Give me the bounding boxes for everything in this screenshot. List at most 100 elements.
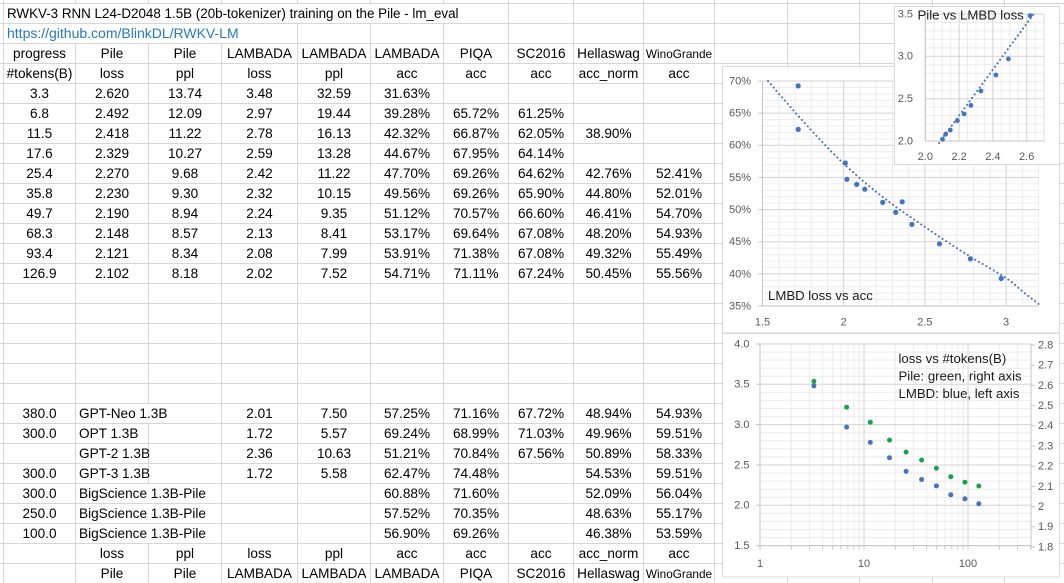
svg-text:SC2016: SC2016 — [516, 566, 565, 581]
svg-text:Pile: green, right axis: Pile: green, right axis — [899, 368, 1023, 383]
svg-text:3.3: 3.3 — [30, 86, 49, 101]
svg-text:67.08%: 67.08% — [518, 246, 564, 261]
svg-text:32.59: 32.59 — [317, 86, 351, 101]
svg-text:2.4: 2.4 — [1038, 420, 1053, 432]
svg-text:49.32%: 49.32% — [585, 246, 631, 261]
svg-text:9.35: 9.35 — [321, 206, 347, 221]
svg-text:70.84%: 70.84% — [453, 446, 499, 461]
svg-text:2.5: 2.5 — [898, 93, 913, 105]
svg-text:acc: acc — [668, 546, 689, 561]
svg-text:8.18: 8.18 — [172, 266, 198, 281]
svg-text:Hellaswag: Hellaswag — [577, 566, 640, 581]
svg-text:64.62%: 64.62% — [518, 166, 564, 181]
svg-text:WinoGrande: WinoGrande — [646, 567, 713, 581]
svg-text:50.45%: 50.45% — [585, 266, 631, 281]
svg-text:2.418: 2.418 — [95, 126, 129, 141]
svg-text:1.72: 1.72 — [246, 466, 272, 481]
svg-text:10.27: 10.27 — [168, 146, 202, 161]
svg-text:2.42: 2.42 — [246, 166, 272, 181]
svg-text:LAMBADA: LAMBADA — [375, 566, 441, 581]
svg-text:ppl: ppl — [325, 66, 343, 81]
svg-text:69.24%: 69.24% — [384, 426, 430, 441]
svg-text:68.3: 68.3 — [26, 226, 52, 241]
svg-text:44.80%: 44.80% — [585, 186, 631, 201]
svg-text:55.56%: 55.56% — [656, 266, 702, 281]
svg-text:9.68: 9.68 — [172, 166, 198, 181]
svg-text:39.28%: 39.28% — [384, 106, 430, 121]
svg-text:2.5: 2.5 — [1038, 400, 1053, 412]
svg-text:69.26%: 69.26% — [453, 526, 499, 541]
svg-text:300.0: 300.0 — [22, 466, 56, 481]
svg-text:SC2016: SC2016 — [516, 46, 565, 61]
svg-text:2.6: 2.6 — [1019, 151, 1034, 163]
svg-text:LAMBADA: LAMBADA — [302, 46, 368, 61]
svg-text:65.72%: 65.72% — [453, 106, 499, 121]
svg-text:53.91%: 53.91% — [384, 246, 430, 261]
svg-text:16.13: 16.13 — [317, 126, 351, 141]
svg-text:acc: acc — [396, 66, 417, 81]
svg-text:2.5: 2.5 — [917, 317, 932, 329]
svg-text:BigScience 1.3B-Pile: BigScience 1.3B-Pile — [79, 506, 206, 521]
svg-text:2.190: 2.190 — [95, 206, 129, 221]
svg-text:60.88%: 60.88% — [384, 486, 430, 501]
svg-text:48.20%: 48.20% — [585, 226, 631, 241]
svg-text:62.47%: 62.47% — [384, 466, 430, 481]
svg-text:loss: loss — [100, 66, 124, 81]
svg-text:300.0: 300.0 — [22, 426, 56, 441]
svg-text:49.7: 49.7 — [26, 206, 52, 221]
svg-text:2.97: 2.97 — [246, 106, 272, 121]
svg-text:50%: 50% — [729, 204, 751, 216]
svg-text:8.41: 8.41 — [321, 226, 347, 241]
svg-text:44.67%: 44.67% — [384, 146, 430, 161]
svg-text:https://github.com/BlinkDL/RWK: https://github.com/BlinkDL/RWKV-LM — [7, 25, 239, 41]
svg-text:LMBD loss vs acc: LMBD loss vs acc — [768, 288, 873, 303]
svg-text:3.5: 3.5 — [898, 8, 913, 20]
svg-text:60%: 60% — [729, 140, 751, 152]
svg-text:acc: acc — [465, 66, 486, 81]
svg-text:42.76%: 42.76% — [585, 166, 631, 181]
svg-text:2.148: 2.148 — [95, 226, 129, 241]
svg-text:17.6: 17.6 — [26, 146, 52, 161]
svg-text:2.2: 2.2 — [951, 151, 966, 163]
svg-text:58.33%: 58.33% — [656, 446, 702, 461]
svg-text:50.89%: 50.89% — [585, 446, 631, 461]
svg-text:49.56%: 49.56% — [384, 186, 430, 201]
svg-text:126.9: 126.9 — [22, 266, 56, 281]
svg-text:2.08: 2.08 — [246, 246, 272, 261]
svg-text:53.17%: 53.17% — [384, 226, 430, 241]
svg-text:54.53%: 54.53% — [585, 466, 631, 481]
svg-text:69.26%: 69.26% — [453, 186, 499, 201]
svg-text:250.0: 250.0 — [22, 506, 56, 521]
svg-text:57.25%: 57.25% — [384, 406, 430, 421]
svg-text:5.58: 5.58 — [321, 466, 347, 481]
svg-text:38.90%: 38.90% — [585, 126, 631, 141]
svg-text:acc: acc — [530, 66, 551, 81]
svg-text:2.102: 2.102 — [95, 266, 129, 281]
svg-text:2: 2 — [1038, 501, 1044, 513]
svg-text:52.09%: 52.09% — [585, 486, 631, 501]
svg-text:67.08%: 67.08% — [518, 226, 564, 241]
svg-text:51.12%: 51.12% — [384, 206, 430, 221]
svg-text:ppl: ppl — [176, 546, 194, 561]
svg-text:1.9: 1.9 — [1038, 521, 1053, 533]
svg-text:acc: acc — [396, 546, 417, 561]
svg-text:LAMBADA: LAMBADA — [227, 46, 293, 61]
svg-text:65%: 65% — [729, 108, 751, 120]
svg-text:380.0: 380.0 — [22, 406, 56, 421]
svg-text:2.121: 2.121 — [95, 246, 129, 261]
svg-text:67.72%: 67.72% — [518, 406, 564, 421]
svg-text:40%: 40% — [729, 268, 751, 280]
svg-text:8.57: 8.57 — [172, 226, 198, 241]
svg-text:GPT-2 1.3B: GPT-2 1.3B — [79, 446, 150, 461]
svg-text:71.60%: 71.60% — [453, 486, 499, 501]
svg-text:4.0: 4.0 — [734, 338, 749, 350]
svg-text:2.7: 2.7 — [1038, 360, 1053, 372]
svg-text:66.87%: 66.87% — [453, 126, 499, 141]
svg-text:3.5: 3.5 — [734, 379, 749, 391]
svg-text:2.0: 2.0 — [898, 135, 913, 147]
svg-text:42.32%: 42.32% — [384, 126, 430, 141]
svg-text:54.93%: 54.93% — [656, 226, 702, 241]
svg-text:acc: acc — [668, 66, 689, 81]
svg-text:RWKV-3 RNN L24-D2048 1.5B (20b: RWKV-3 RNN L24-D2048 1.5B (20b-tokenizer… — [7, 6, 459, 21]
svg-text:65.90%: 65.90% — [518, 186, 564, 201]
